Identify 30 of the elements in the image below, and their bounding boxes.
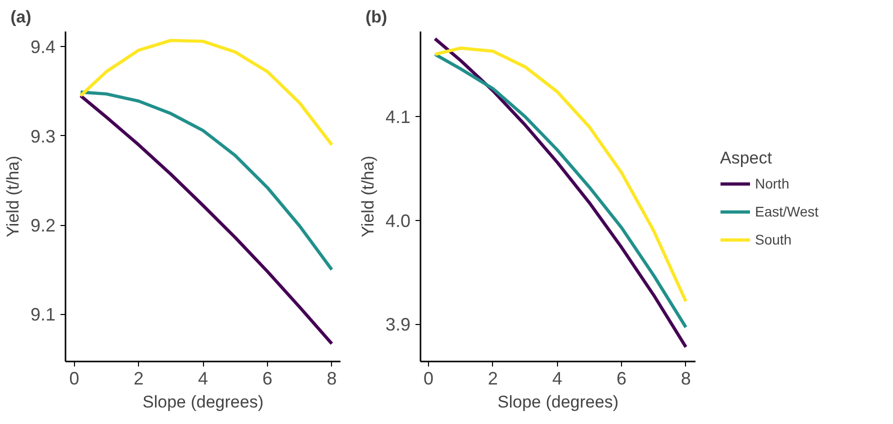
- y-tick-label: 4.1: [385, 107, 411, 128]
- x-tick-label: 8: [326, 368, 337, 388]
- x-tick-label: 6: [616, 368, 627, 388]
- x-tick-label: 8: [680, 368, 691, 388]
- line-series: [79, 90, 334, 272]
- y-tick-label: 3.9: [385, 314, 411, 335]
- legend-label: East/West: [755, 204, 819, 220]
- legend-label: South: [755, 232, 792, 248]
- y-tick-label: 9.2: [30, 216, 56, 236]
- line-series: [79, 94, 334, 346]
- y-tick-label: 4.0: [385, 210, 411, 231]
- chart-title: (a): [10, 8, 32, 26]
- y-tick-label: 9.3: [30, 126, 56, 146]
- line-series: [79, 38, 334, 146]
- x-axis-title: Slope (degrees): [142, 392, 264, 412]
- x-tick-label: 6: [262, 368, 272, 388]
- legend-label: North: [755, 176, 790, 192]
- y-axis-title: Yield (t/ha): [358, 156, 378, 238]
- y-tick-label: 9.1: [30, 304, 56, 325]
- legend-title: Aspect: [720, 148, 773, 168]
- y-axis-title: Yield (t/ha): [3, 156, 22, 238]
- x-tick-label: 2: [488, 368, 498, 388]
- x-axis-title: Slope (degrees): [498, 392, 618, 412]
- x-tick-label: 4: [552, 368, 562, 388]
- chart-title: (b): [366, 8, 388, 26]
- x-tick-label: 4: [198, 368, 208, 388]
- x-tick-label: 0: [69, 368, 80, 388]
- x-tick-label: 2: [134, 368, 144, 388]
- x-tick-label: 0: [424, 368, 434, 388]
- y-tick-label: 9.4: [30, 37, 56, 58]
